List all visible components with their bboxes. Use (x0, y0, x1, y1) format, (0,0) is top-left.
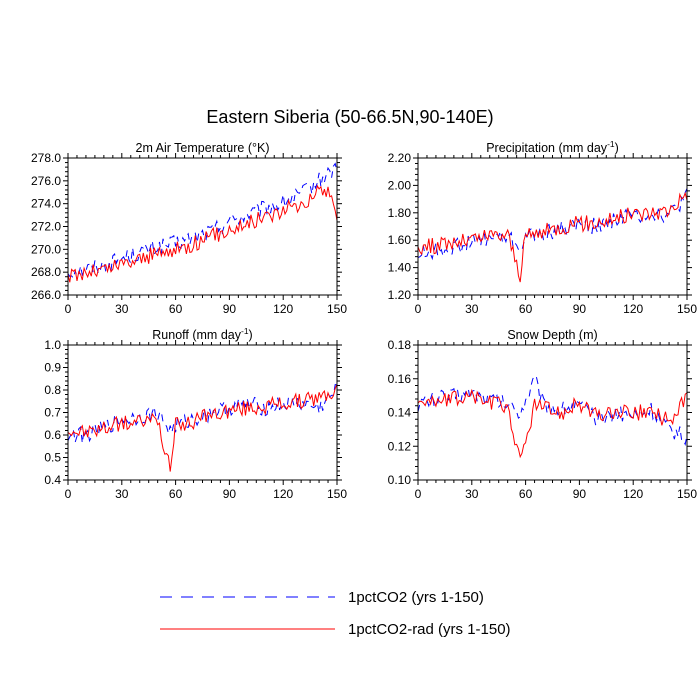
y-tick-label: 0.14 (388, 406, 412, 420)
series-line-1pctco2 (67, 384, 338, 444)
x-tick-label: 120 (623, 302, 643, 316)
x-tick-label: 0 (415, 487, 422, 501)
y-tick-label: 0.18 (388, 338, 412, 352)
x-tick-label: 90 (573, 487, 587, 501)
x-tick-label: 60 (519, 487, 533, 501)
x-tick-label: 120 (273, 487, 293, 501)
y-tick-label: 272.0 (31, 220, 61, 234)
x-tick-label: 150 (327, 302, 347, 316)
panel-2: Precipitation (mm day-1) 0 30 60 90 120 150 1.2… (388, 139, 698, 316)
y-tick-label: 2.20 (388, 151, 412, 165)
x-tick-label: 90 (223, 487, 237, 501)
series-line-1pctco2-rad (67, 384, 338, 472)
series-line-1pctco2-rad (417, 388, 688, 459)
y-tick-label: 0.9 (44, 361, 61, 375)
x-tick-label: 0 (65, 487, 72, 501)
y-tick-label: 274.0 (31, 197, 61, 211)
plot-frame (67, 157, 338, 296)
x-tick-label: 30 (465, 302, 479, 316)
x-tick-label: 120 (273, 302, 293, 316)
main-title: Eastern Siberia (50-66.5N,90-140E) (206, 107, 493, 127)
panel-4: Snow Depth (m) 0 30 60 90 120 150 0.10 0.12 0.14 0… (388, 328, 698, 501)
y-tick-label: 278.0 (31, 151, 61, 165)
x-tick-label: 30 (115, 487, 129, 501)
x-tick-label: 120 (623, 487, 643, 501)
y-tick-label: 266.0 (31, 288, 61, 302)
y-tick-label: 1.0 (44, 338, 61, 352)
panel-title: Runoff (mm day-1) (152, 326, 252, 342)
x-tick-label: 60 (169, 302, 183, 316)
panel-title: 2m Air Temperature (°K) (136, 141, 270, 155)
panel-title: Snow Depth (m) (507, 328, 597, 342)
series-line-1pctco2 (417, 188, 688, 261)
x-tick-label: 0 (415, 302, 422, 316)
panel-title: Precipitation (mm day-1) (486, 139, 619, 155)
y-tick-label: 0.4 (44, 473, 61, 487)
x-tick-label: 0 (65, 302, 72, 316)
series-line-1pctco2 (67, 162, 338, 280)
legend: 1pctCO2 (yrs 1-150) 1pctCO2-rad (yrs 1-15… (160, 589, 511, 638)
x-tick-label: 60 (519, 302, 533, 316)
x-tick-label: 150 (327, 487, 347, 501)
y-tick-label: 1.80 (388, 206, 412, 220)
x-tick-label: 60 (169, 487, 183, 501)
y-tick-label: 2.00 (388, 178, 412, 192)
x-tick-label: 30 (465, 487, 479, 501)
panel-3: Runoff (mm day-1) 0 30 60 90 120 150 0.4 0.5 0.6 0… (44, 326, 347, 501)
y-tick-label: 0.5 (44, 451, 61, 465)
legend-label-2: 1pctCO2-rad (yrs 1-150) (348, 621, 511, 638)
y-tick-label: 1.60 (388, 233, 412, 247)
legend-label-1: 1pctCO2 (yrs 1-150) (348, 589, 484, 606)
y-tick-label: 0.6 (44, 428, 61, 442)
x-tick-label: 90 (223, 302, 237, 316)
x-tick-label: 90 (573, 302, 587, 316)
y-tick-label: 0.16 (388, 372, 412, 386)
series-line-1pctco2 (417, 374, 688, 447)
y-tick-label: 276.0 (31, 174, 61, 188)
y-tick-label: 0.8 (44, 383, 61, 397)
y-tick-label: 0.10 (388, 473, 412, 487)
x-tick-label: 150 (677, 302, 697, 316)
x-tick-label: 30 (115, 302, 129, 316)
series-line-1pctco2-rad (417, 191, 688, 283)
y-tick-label: 268.0 (31, 265, 61, 279)
y-tick-label: 1.40 (388, 261, 412, 275)
y-tick-label: 1.20 (388, 288, 412, 302)
series-line-1pctco2-rad (67, 184, 338, 283)
y-tick-label: 0.7 (44, 406, 61, 420)
panel-1: 2m Air Temperature (°K) 0 30 60 90 120 150 266.… (31, 141, 347, 316)
x-tick-label: 150 (677, 487, 697, 501)
y-tick-label: 270.0 (31, 242, 61, 256)
y-tick-label: 0.12 (388, 439, 412, 453)
panels: 2m Air Temperature (°K) 0 30 60 90 120 150 266.… (31, 139, 697, 501)
